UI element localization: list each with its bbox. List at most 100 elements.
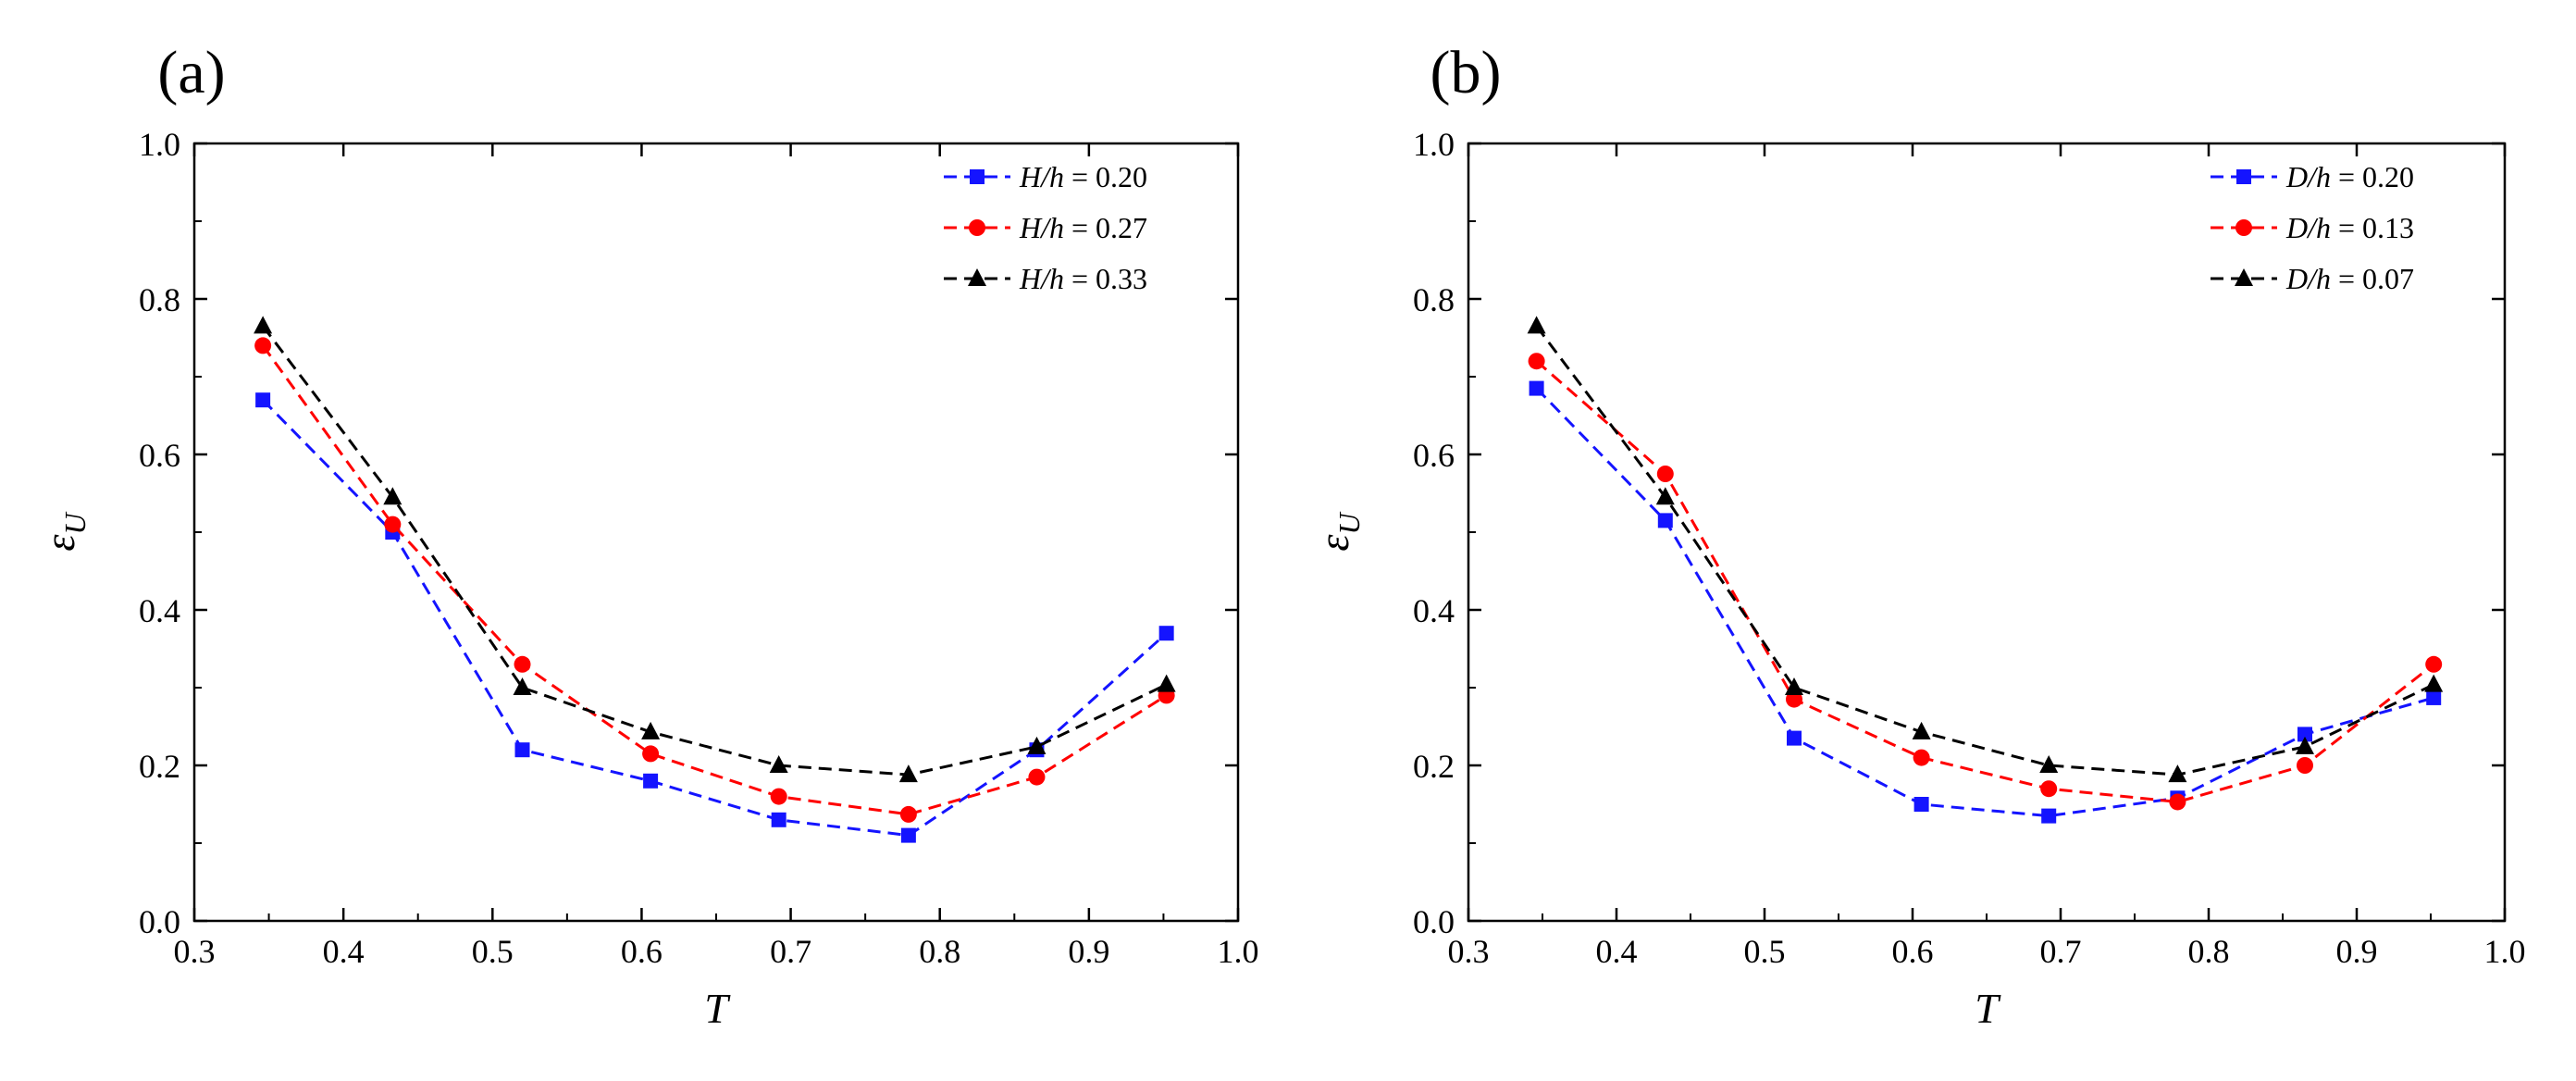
y-axis-label-symbol: ε — [36, 534, 83, 552]
x-tick-label: 0.9 — [1068, 933, 1109, 970]
x-tick-label: 1.0 — [1218, 933, 1259, 970]
legend-label: D/h = 0.13 — [2285, 211, 2414, 244]
legend-variable: H/h — [1019, 160, 1064, 193]
panel-b: 0.3 0.4 0.5 0.6 0.7 0.8 0.9 1.0 0.0 0.2 0.4 0.6 0.8 1… — [1310, 39, 2526, 1032]
series-line — [1535, 360, 2435, 804]
data-point — [898, 764, 918, 783]
legend-label: H/h = 0.27 — [1019, 211, 1147, 244]
data-point — [1158, 626, 1174, 641]
legend-variable: H/h — [1019, 211, 1064, 244]
x-tick-label: 0.4 — [1596, 933, 1638, 970]
data-point — [2297, 727, 2312, 742]
x-tick-label: 0.9 — [2336, 933, 2378, 970]
series-line — [1535, 387, 2434, 818]
x-tick-label: 0.8 — [2188, 933, 2230, 970]
legend-marker — [2236, 169, 2251, 184]
legend-label: D/h = 0.20 — [2285, 160, 2414, 193]
legend-equals: = — [2331, 160, 2362, 193]
y-axis-label: εU — [1310, 511, 1366, 551]
y-axis-label-subscript: U — [1332, 511, 1366, 534]
y-tick-label: 0.4 — [1413, 592, 1455, 629]
legend-item: D/h = 0.07 — [2211, 262, 2414, 295]
data-point — [1656, 466, 1674, 482]
y-tick-label: 0.6 — [139, 437, 180, 474]
data-point — [1787, 730, 1802, 746]
legend-item: H/h = 0.27 — [944, 211, 1147, 244]
data-point — [2039, 755, 2059, 773]
x-tick-label: 0.8 — [919, 933, 960, 970]
panel-label: (a) — [157, 39, 225, 106]
legend-marker — [969, 219, 985, 236]
data-point — [1157, 674, 1176, 692]
data-point — [514, 655, 531, 673]
y-tick-label: 0.4 — [139, 592, 180, 629]
series-Dh-0.20 — [1529, 380, 2442, 824]
data-point — [254, 337, 272, 354]
legend-equals: = — [2331, 211, 2362, 244]
series-Hh-0.33 — [254, 316, 1176, 783]
data-point — [1786, 690, 1802, 708]
data-point — [255, 392, 271, 408]
series-line — [1535, 325, 2434, 777]
data-point — [2426, 690, 2442, 705]
data-point — [2425, 655, 2443, 673]
x-tick-label: 0.4 — [323, 933, 365, 970]
legend-marker — [968, 268, 986, 286]
data-point — [1527, 316, 1546, 334]
data-point — [1027, 736, 1046, 754]
legend-equals: = — [1064, 262, 1096, 295]
legend-value: 0.20 — [1096, 160, 1147, 193]
legend-value: 0.33 — [1096, 262, 1147, 295]
series-line — [261, 325, 1168, 777]
legend-equals: = — [2331, 262, 2362, 295]
series-Dh-0.13 — [1528, 353, 2443, 811]
legend-variable: H/h — [1019, 262, 1064, 295]
series-line — [262, 399, 1168, 838]
legend-label: D/h = 0.07 — [2285, 262, 2414, 295]
data-point — [2168, 764, 2187, 783]
plot-frame — [1467, 142, 2507, 923]
legend-value: 0.07 — [2362, 262, 2414, 295]
y-tick-label: 0.0 — [139, 903, 180, 940]
y-tick-label: 1.0 — [139, 126, 180, 163]
x-tick-label: 0.5 — [1744, 933, 1786, 970]
legend-marker — [2235, 219, 2252, 236]
y-axis-label: εU — [36, 511, 92, 551]
data-point — [2041, 808, 2057, 824]
legend-equals: = — [1064, 160, 1096, 193]
series-Dh-0.07 — [1527, 316, 2444, 783]
legend-item: D/h = 0.20 — [2211, 160, 2414, 193]
data-point — [1528, 353, 1545, 370]
data-point — [1655, 487, 1675, 505]
x-tick-label: 0.7 — [770, 933, 811, 970]
panel-label: (b) — [1430, 39, 1502, 106]
data-point — [641, 721, 661, 739]
data-point — [254, 316, 273, 334]
legend-marker — [970, 169, 985, 184]
y-tick-label: 0.0 — [1413, 903, 1455, 940]
data-point — [769, 755, 788, 773]
x-tick-label: 0.6 — [621, 933, 663, 970]
y-axis-label-subscript: U — [58, 511, 92, 534]
data-point — [900, 827, 916, 843]
legend-label: H/h = 0.33 — [1019, 262, 1147, 295]
legend-value: 0.13 — [2362, 211, 2414, 244]
series-line — [261, 344, 1168, 816]
data-point — [2424, 674, 2444, 692]
x-tick-label: 0.5 — [472, 933, 514, 970]
y-tick-label: 0.8 — [1413, 281, 1455, 318]
legend-variable: D/h — [2285, 262, 2331, 295]
data-point — [643, 773, 659, 789]
x-axis-label: T — [704, 985, 731, 1032]
data-point — [2169, 793, 2186, 811]
x-tick-label: 0.7 — [2040, 933, 2082, 970]
legend-item: H/h = 0.33 — [944, 262, 1147, 295]
legend-variable: D/h — [2285, 160, 2331, 193]
y-tick-label: 1.0 — [1413, 126, 1455, 163]
y-tick-label: 0.8 — [139, 281, 180, 318]
data-point — [383, 487, 402, 505]
x-tick-label: 0.3 — [174, 933, 216, 970]
x-tick-label: 0.3 — [1448, 933, 1490, 970]
legend-equals: = — [1064, 211, 1096, 244]
series-Hh-0.27 — [254, 337, 1175, 823]
